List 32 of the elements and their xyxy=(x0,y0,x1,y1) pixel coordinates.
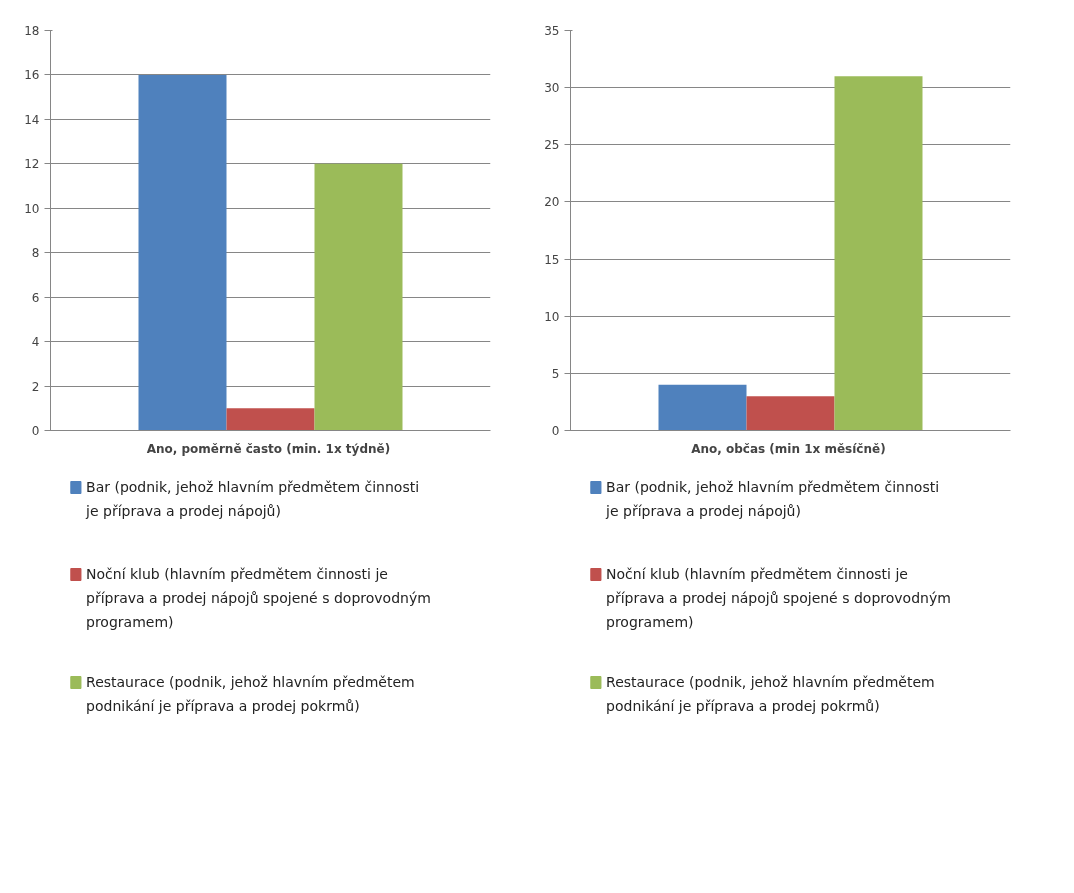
bar xyxy=(658,384,747,431)
y-tick-label: 30 xyxy=(544,81,560,96)
y-tick-label: 35 xyxy=(544,24,560,38)
bar xyxy=(834,76,923,431)
y-tick-label: 5 xyxy=(551,366,560,381)
y-tick-label: 16 xyxy=(24,68,40,83)
legend-label: Noční klub (hlavním předmětem činnosti je příprava a prodej nápojů spojené s doprovodným programem) xyxy=(606,565,951,630)
y-tick-label: 4 xyxy=(31,335,40,350)
y-tick-label: 6 xyxy=(31,290,40,305)
y-tick-label: 15 xyxy=(544,252,560,267)
bar xyxy=(746,396,835,431)
x-tick-label: Ano, občas (min 1x měsíčně) xyxy=(691,441,886,456)
x-tick-label: Ano, poměrně často (min. 1x týdně) xyxy=(146,441,391,456)
y-tick-label: 0 xyxy=(31,424,40,438)
y-tick-label: 10 xyxy=(24,201,40,216)
bar xyxy=(314,163,403,431)
legend-label: Bar (podnik, jehož hlavním předmětem činnosti je příprava a prodej nápojů) xyxy=(605,478,940,519)
y-tick-label: 12 xyxy=(24,157,40,172)
y-tick-label: 18 xyxy=(24,24,40,38)
y-tick-label: 14 xyxy=(24,112,40,127)
legend-label: Restaurace (podnik, jehož hlavním předmětem podnikání je příprava a prodej pokrmů) xyxy=(86,673,415,714)
y-tick-label: 8 xyxy=(31,246,40,261)
y-tick-label: 10 xyxy=(544,309,560,324)
bar xyxy=(138,74,227,431)
y-tick-label: 25 xyxy=(544,138,560,153)
bar xyxy=(226,408,315,431)
y-tick-label: 2 xyxy=(31,379,40,394)
legend-label: Restaurace (podnik, jehož hlavním předmětem podnikání je příprava a prodej pokrmů) xyxy=(606,673,935,714)
y-tick-label: 0 xyxy=(551,424,560,438)
y-tick-label: 20 xyxy=(544,195,560,210)
legend-label: Bar (podnik, jehož hlavním předmětem činnosti je příprava a prodej nápojů) xyxy=(85,478,420,519)
legend-label: Noční klub (hlavním předmětem činnosti je příprava a prodej nápojů spojené s doprovodným programem) xyxy=(86,565,431,630)
